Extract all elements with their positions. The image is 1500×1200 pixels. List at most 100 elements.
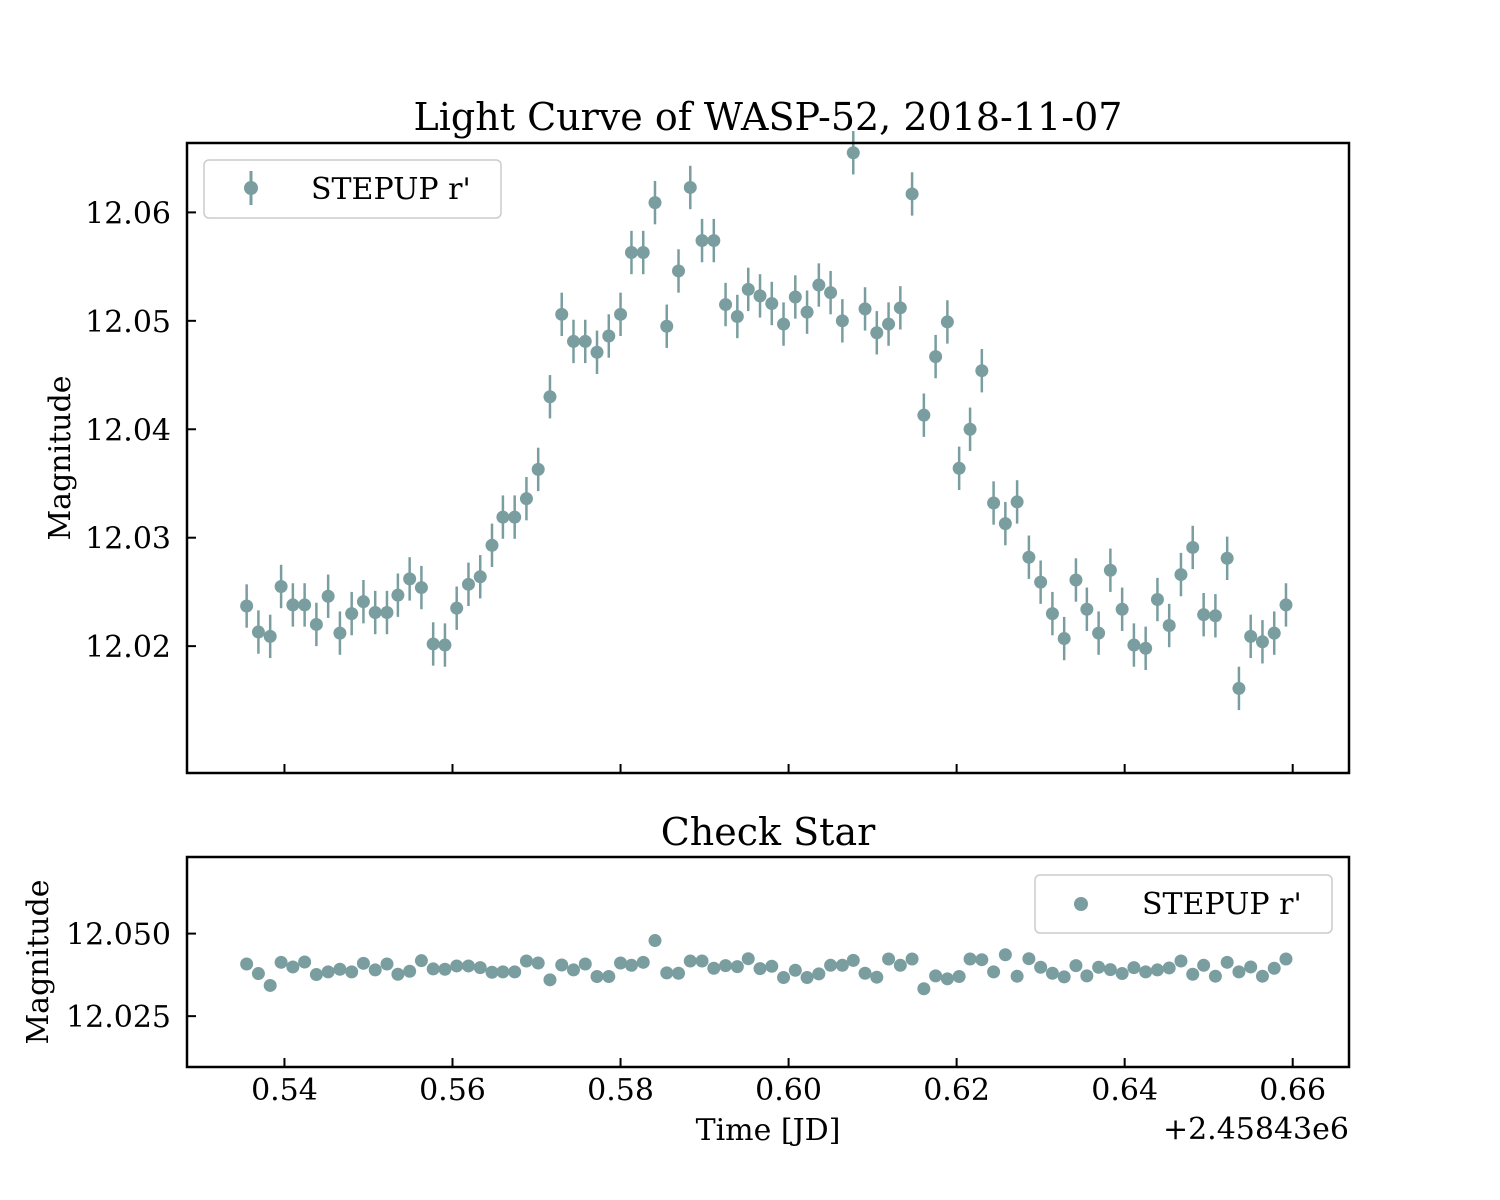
data-point: [777, 971, 791, 985]
data-point: [1255, 969, 1269, 983]
data-point: [672, 264, 686, 278]
data-point: [508, 510, 522, 524]
data-point: [1220, 551, 1234, 565]
data-point: [531, 462, 545, 476]
data-point: [1162, 961, 1176, 975]
data-point: [345, 607, 359, 621]
data-point: [496, 510, 510, 524]
data-point: [1208, 609, 1222, 623]
data-point: [1092, 626, 1106, 640]
data-point: [1127, 961, 1141, 975]
data-point: [1080, 602, 1094, 616]
data-point: [438, 962, 452, 976]
data-point: [624, 958, 638, 972]
data-point: [473, 961, 487, 975]
data-point: [1244, 960, 1258, 974]
light-curve-ylabel: Magnitude: [43, 375, 78, 540]
data-point: [905, 952, 919, 966]
data-point: [519, 492, 533, 506]
data-point: [614, 956, 628, 970]
data-point: [882, 317, 896, 331]
data-point: [614, 307, 628, 321]
data-point: [426, 637, 440, 651]
data-point: [940, 972, 954, 986]
y-tick-label: 12.03: [85, 522, 171, 557]
legend-label: STEPUP r': [311, 172, 471, 207]
data-point: [1150, 593, 1164, 607]
data-point: [929, 969, 943, 983]
data-point: [1244, 629, 1258, 643]
data-point: [719, 298, 733, 312]
data-point: [1057, 970, 1071, 984]
data-point: [461, 959, 475, 973]
data-point: [636, 246, 650, 260]
y-tick-label: 12.05: [85, 305, 171, 340]
data-point: [1115, 967, 1129, 981]
data-point: [672, 966, 686, 980]
data-point: [1045, 966, 1059, 980]
data-point: [1162, 619, 1176, 633]
data-point: [426, 962, 440, 976]
data-point: [263, 978, 277, 992]
data-point: [286, 960, 300, 974]
data-point: [917, 408, 931, 422]
legend-box: [203, 159, 502, 219]
data-point: [707, 961, 721, 975]
data-point: [1279, 952, 1293, 966]
y-tick-label: 12.050: [66, 918, 171, 953]
data-point: [648, 934, 662, 948]
data-point: [835, 314, 849, 328]
data-point: [298, 955, 312, 969]
data-point: [345, 965, 359, 979]
data-point: [998, 948, 1012, 962]
data-point: [952, 461, 966, 475]
light-curve-title: Light Curve of WASP-52, 2018-11-07: [414, 95, 1123, 139]
data-point: [777, 317, 791, 331]
data-point: [1080, 969, 1094, 983]
data-point: [240, 599, 254, 613]
data-point: [753, 962, 767, 976]
data-point: [274, 579, 288, 593]
data-point: [952, 970, 966, 984]
data-point: [1034, 960, 1048, 974]
data-point: [963, 422, 977, 436]
data-point: [438, 638, 452, 652]
data-point: [309, 968, 323, 982]
data-point: [461, 577, 475, 591]
data-point: [1174, 568, 1188, 582]
data-point: [636, 955, 650, 969]
data-point: [929, 350, 943, 364]
data-point: [403, 572, 417, 586]
data-point: [251, 967, 265, 981]
data-point: [788, 963, 802, 977]
data-point: [602, 329, 616, 343]
data-point: [660, 319, 674, 333]
data-point: [719, 959, 733, 973]
data-point: [1127, 638, 1141, 652]
data-point: [414, 581, 428, 595]
data-point: [846, 146, 860, 160]
data-point: [578, 334, 592, 348]
data-point: [590, 970, 604, 984]
data-point: [380, 606, 394, 620]
data-point: [543, 973, 557, 987]
data-point: [1139, 641, 1153, 655]
data-point: [648, 196, 662, 210]
data-point: [1103, 963, 1117, 977]
data-point: [1208, 969, 1222, 983]
x-tick-label: 0.66: [1259, 1073, 1326, 1108]
data-point: [940, 315, 954, 329]
legend-box: [1034, 874, 1333, 934]
data-point: [858, 302, 872, 316]
data-point: [1220, 955, 1234, 969]
data-point: [1103, 563, 1117, 577]
data-point: [555, 958, 569, 972]
data-point: [333, 962, 347, 976]
data-point: [1197, 958, 1211, 972]
data-point: [624, 246, 638, 260]
data-point: [730, 960, 744, 974]
x-tick-label: 0.62: [923, 1073, 990, 1108]
data-point: [707, 234, 721, 248]
data-point: [356, 595, 370, 609]
